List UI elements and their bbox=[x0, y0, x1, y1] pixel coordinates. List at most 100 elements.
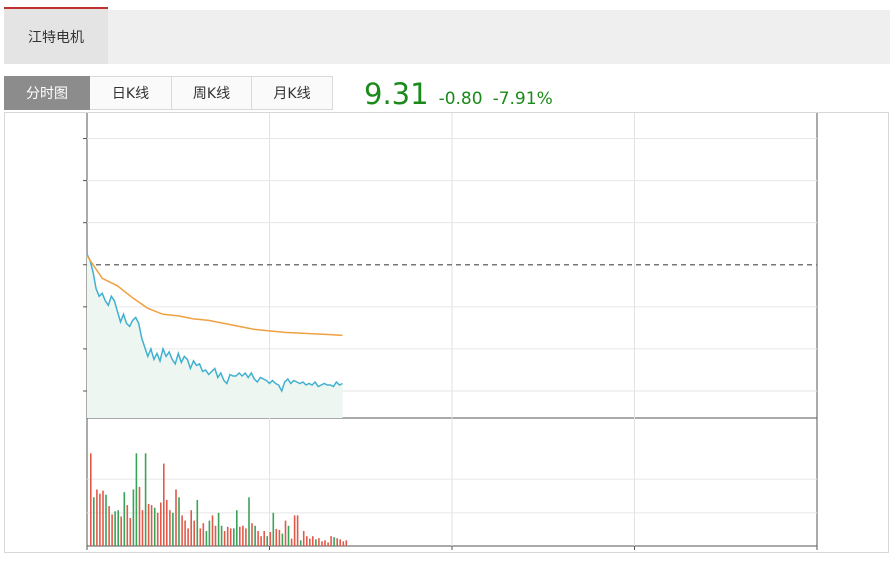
volume-bar bbox=[342, 541, 345, 546]
volume-bar bbox=[193, 520, 195, 546]
volume-bar bbox=[236, 510, 238, 546]
average-price-line bbox=[86, 255, 343, 337]
volume-bar bbox=[208, 520, 211, 546]
volume-bar bbox=[117, 510, 119, 546]
volume-bar bbox=[202, 523, 205, 546]
volume-bar bbox=[245, 528, 247, 546]
volume-bar bbox=[169, 510, 171, 546]
volume-bar bbox=[345, 540, 348, 546]
volume-bar bbox=[324, 540, 326, 546]
volume-bar bbox=[299, 540, 302, 546]
volume-bar bbox=[160, 502, 162, 546]
volume-bar bbox=[278, 529, 281, 546]
volume-bar bbox=[269, 532, 272, 546]
volume-bar bbox=[205, 531, 208, 546]
volume-bar bbox=[144, 453, 147, 546]
chart-type-tabs: 分时图 日K线 周K线 月K线 bbox=[4, 76, 333, 111]
stock-header-bar bbox=[4, 10, 890, 64]
volume-bar bbox=[318, 538, 320, 546]
volume-bar bbox=[302, 531, 305, 546]
volume-bar bbox=[272, 512, 275, 546]
volume-bar bbox=[214, 525, 217, 546]
volume-bar bbox=[290, 538, 293, 546]
volume-bar bbox=[327, 542, 329, 546]
volume-bar bbox=[336, 538, 338, 546]
volume-bar bbox=[187, 528, 189, 546]
tab-weekly-k[interactable]: 周K线 bbox=[172, 76, 252, 110]
volume-bar bbox=[263, 531, 265, 546]
volume-bar bbox=[196, 499, 199, 546]
volume-bar bbox=[223, 531, 226, 546]
volume-bar bbox=[315, 539, 317, 546]
tab-daily-k[interactable]: 日K线 bbox=[90, 76, 172, 110]
chart-frame bbox=[4, 112, 889, 553]
volume-bar bbox=[156, 512, 159, 546]
quote-summary: 9.31 -0.80 -7.91% bbox=[364, 76, 553, 112]
stock-name-tab[interactable]: 江特电机 bbox=[4, 7, 108, 64]
volume-bar bbox=[321, 541, 323, 546]
volume-bar bbox=[163, 463, 165, 546]
volume-bar bbox=[93, 497, 95, 546]
volume-bar bbox=[306, 536, 308, 546]
volume-bar bbox=[147, 504, 150, 546]
volume-bar bbox=[254, 525, 256, 546]
volume-bar bbox=[150, 505, 153, 546]
tab-monthly-k[interactable]: 月K线 bbox=[252, 76, 333, 110]
volume-bar bbox=[111, 514, 113, 546]
volume-bar bbox=[220, 525, 223, 546]
volume-bar bbox=[257, 531, 259, 546]
volume-bar bbox=[287, 525, 290, 546]
volume-bar bbox=[281, 533, 284, 546]
volume-bar bbox=[309, 538, 311, 546]
volume-bar bbox=[175, 489, 177, 546]
volume-bar bbox=[284, 520, 287, 546]
volume-bar bbox=[138, 486, 141, 546]
volume-bar bbox=[296, 515, 299, 546]
volume-bar bbox=[239, 526, 241, 546]
volume-bar bbox=[108, 506, 110, 546]
current-price: 9.31 bbox=[364, 77, 429, 111]
volume-bar bbox=[293, 515, 296, 546]
volume-bar bbox=[181, 515, 183, 546]
volume-bar bbox=[229, 528, 232, 546]
volume-bar bbox=[126, 505, 129, 546]
volume-bar bbox=[260, 536, 262, 546]
volume-bar bbox=[129, 518, 132, 546]
price-area-fill bbox=[87, 254, 343, 418]
price-line bbox=[86, 253, 343, 393]
volume-bar bbox=[105, 494, 107, 546]
volume-bar bbox=[153, 507, 156, 546]
stock-name: 江特电机 bbox=[28, 29, 84, 46]
volume-bar bbox=[190, 510, 192, 546]
volume-bar bbox=[312, 536, 314, 546]
volume-bar bbox=[123, 492, 126, 546]
volume-bar bbox=[233, 528, 235, 546]
volume-bar bbox=[135, 453, 138, 546]
volume-bar bbox=[172, 512, 174, 546]
volume-bar bbox=[120, 516, 122, 546]
volume-bar bbox=[226, 526, 229, 546]
volume-bar bbox=[266, 536, 268, 546]
volume-bar bbox=[248, 497, 250, 546]
volume-bar bbox=[199, 528, 202, 546]
volume-bar bbox=[114, 511, 116, 546]
volume-bar bbox=[251, 523, 253, 546]
volume-bar bbox=[242, 525, 244, 546]
volume-bar bbox=[141, 510, 144, 546]
volume-bar bbox=[211, 515, 214, 546]
price-change: -0.80 bbox=[438, 89, 483, 109]
volume-bar bbox=[184, 520, 186, 546]
volume-bar bbox=[166, 499, 168, 546]
volume-bar bbox=[102, 490, 104, 546]
volume-bar bbox=[330, 536, 332, 546]
volume-bar bbox=[217, 512, 220, 546]
volume-bar bbox=[275, 528, 278, 546]
volume-bar bbox=[132, 489, 135, 546]
tab-intraday[interactable]: 分时图 bbox=[4, 76, 90, 110]
volume-bar bbox=[333, 537, 335, 546]
price-change-percent: -7.91% bbox=[492, 89, 553, 109]
volume-bar bbox=[90, 453, 92, 546]
volume-bar bbox=[178, 497, 180, 546]
volume-bar bbox=[99, 493, 101, 546]
